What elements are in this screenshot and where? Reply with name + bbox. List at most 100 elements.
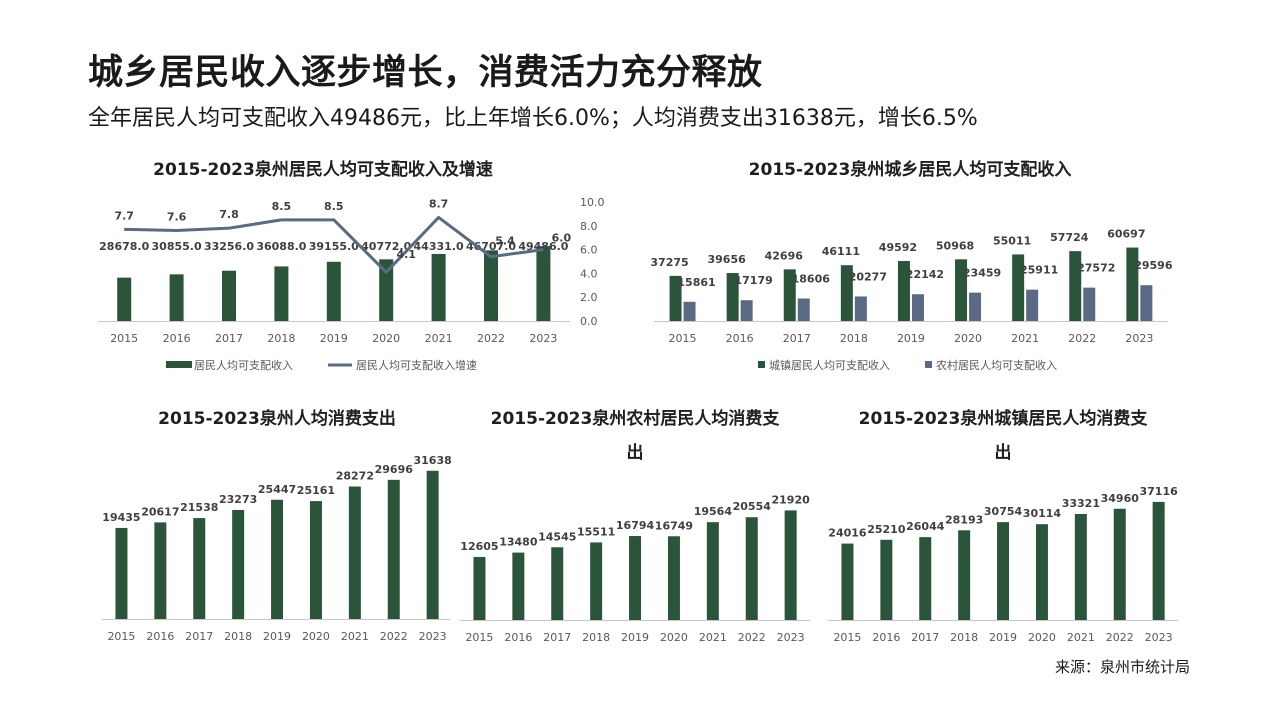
urban_consumption-x-tick: 2018 — [950, 631, 978, 644]
urban_rural-bar-label: 17179 — [735, 274, 773, 287]
urban_rural-x-tick: 2022 — [1068, 332, 1096, 345]
urban_consumption-bar-label: 26044 — [906, 520, 945, 533]
urban_rural-bar — [854, 296, 867, 321]
urban_rural-x-tick: 2017 — [783, 332, 811, 345]
urban_rural-bar — [911, 294, 924, 321]
consumption-bar — [426, 470, 439, 619]
income-bar — [274, 266, 289, 321]
income-growth-line — [124, 215, 544, 274]
urban_rural-bar-label: 57724 — [1050, 231, 1089, 244]
rural_consumption-bar-label: 20554 — [733, 500, 772, 513]
consumption-x-tick: 2022 — [380, 630, 408, 643]
income-bar-label: 44331.0 — [414, 240, 464, 253]
consumption-x-tick: 2021 — [341, 630, 369, 643]
income-growth-label: 4.1 — [396, 248, 416, 261]
rural_consumption-x-tick: 2023 — [777, 631, 805, 644]
urban_rural-bar-label: 22142 — [906, 268, 944, 281]
urban_consumption-bar — [1074, 513, 1087, 620]
consumption-bar — [348, 486, 361, 619]
urban_consumption-bar-label: 25210 — [867, 523, 906, 536]
income-x-tick: 2017 — [215, 332, 243, 345]
consumption-bar — [115, 527, 128, 619]
income-bar-label: 33256.0 — [204, 240, 254, 253]
income-bar — [169, 274, 184, 321]
income-growth-label: 7.8 — [219, 208, 239, 221]
urban_rural-x-tick: 2023 — [1125, 332, 1153, 345]
consumption-x-tick: 2019 — [263, 630, 291, 643]
rural_consumption-x-tick: 2015 — [465, 631, 493, 644]
urban_consumption-x-tick: 2019 — [989, 631, 1017, 644]
urban_consumption-x-tick: 2020 — [1028, 631, 1056, 644]
income-legend-bar-label: 居民人均可支配收入 — [194, 358, 293, 372]
rural_consumption-x-tick: 2020 — [660, 631, 688, 644]
rural_consumption-x-tick: 2021 — [699, 631, 727, 644]
urban_rural-x-tick: 2019 — [897, 332, 925, 345]
income-bar-label: 36088.0 — [256, 240, 306, 253]
urban_rural-bar-label: 23459 — [963, 267, 1001, 280]
urban_rural-bar-label: 55011 — [993, 234, 1031, 247]
income-growth-label: 5.4 — [495, 235, 515, 248]
urban_consumption-bar — [841, 543, 854, 620]
income-bar-label: 40772.0 — [361, 240, 411, 253]
income-growth-label: 7.7 — [114, 209, 134, 222]
consumption-bar-label: 20617 — [141, 505, 179, 518]
urban_rural-bar — [1126, 247, 1139, 321]
urban_consumption-bar-label: 24016 — [828, 527, 867, 540]
urban_consumption-bar — [997, 522, 1010, 620]
income-bar — [484, 250, 498, 321]
rural_consumption-bar-label: 16794 — [616, 519, 655, 532]
income-x-tick: 2016 — [163, 332, 191, 345]
income-x-tick: 2018 — [267, 332, 295, 345]
income-bar — [379, 259, 394, 321]
rural_consumption-bar-label: 13480 — [499, 536, 538, 549]
income-bar-label: 30855.0 — [152, 240, 202, 253]
income-bar — [431, 253, 446, 321]
income-y2-tick: 8.0 — [580, 220, 598, 233]
rural_consumption-bar — [590, 542, 603, 620]
income-x-tick: 2019 — [320, 332, 348, 345]
income-y2-tick: 10.0 — [580, 196, 605, 209]
urban-consumption-chart-title: 2015-2023泉州城镇居民人均消费支出 — [858, 409, 1148, 463]
consumption-bar-label: 23273 — [219, 493, 257, 506]
urban_consumption-x-tick: 2022 — [1106, 631, 1134, 644]
consumption-bar-label: 19435 — [102, 511, 140, 524]
urban_rural-bar-label: 50968 — [936, 239, 974, 252]
consumption-x-tick: 2015 — [107, 630, 135, 643]
urban_consumption-bar — [1035, 524, 1048, 620]
source-note: 来源：泉州市统计局 — [1054, 658, 1190, 676]
rural_consumption-bar-label: 12605 — [460, 540, 498, 553]
rural_consumption-bar — [745, 517, 758, 620]
rural_consumption-bar-label: 19564 — [694, 505, 733, 518]
urban_rural-bar-label: 18606 — [792, 272, 831, 285]
urban_rural-bar-label: 29596 — [1134, 259, 1173, 272]
urban_rural-bar — [783, 269, 796, 321]
urban_consumption-bar — [880, 539, 893, 620]
income-bar — [536, 246, 551, 321]
urban_rural-bar — [726, 273, 739, 321]
consumption-bar — [309, 501, 322, 619]
urban_rural-bar — [1026, 289, 1039, 321]
urban_rural-x-tick: 2016 — [726, 332, 754, 345]
urban_consumption-x-tick: 2021 — [1067, 631, 1095, 644]
urban_rural-bar — [897, 260, 910, 321]
urban_rural-x-tick: 2020 — [954, 332, 982, 345]
consumption-bar-label: 28272 — [336, 470, 374, 483]
urban_consumption-x-tick: 2016 — [872, 631, 900, 644]
rural_consumption-bar — [512, 552, 525, 620]
income-legend-bar-swatch — [166, 361, 192, 368]
urban_rural-bar-label: 42696 — [765, 249, 804, 262]
urban_rural-bar — [840, 265, 853, 321]
consumption-bar-label: 31638 — [414, 454, 452, 467]
rural-consumption-chart-title: 2015-2023泉州农村居民人均消费支出 — [490, 409, 780, 463]
urban_rural-bar — [955, 259, 968, 321]
rural_consumption-bar — [706, 522, 719, 620]
rural_consumption-x-tick: 2017 — [543, 631, 571, 644]
consumption-x-tick: 2020 — [302, 630, 330, 643]
consumption-chart-title: 2015-2023泉州人均消费支出 — [158, 409, 396, 429]
income-y2-tick: 0.0 — [580, 315, 598, 328]
urban_rural-bar — [1140, 285, 1153, 321]
rural_consumption-bar-label: 21920 — [772, 493, 811, 506]
urban_rural-bar-label: 37275 — [650, 256, 688, 269]
income-bar — [326, 261, 341, 321]
